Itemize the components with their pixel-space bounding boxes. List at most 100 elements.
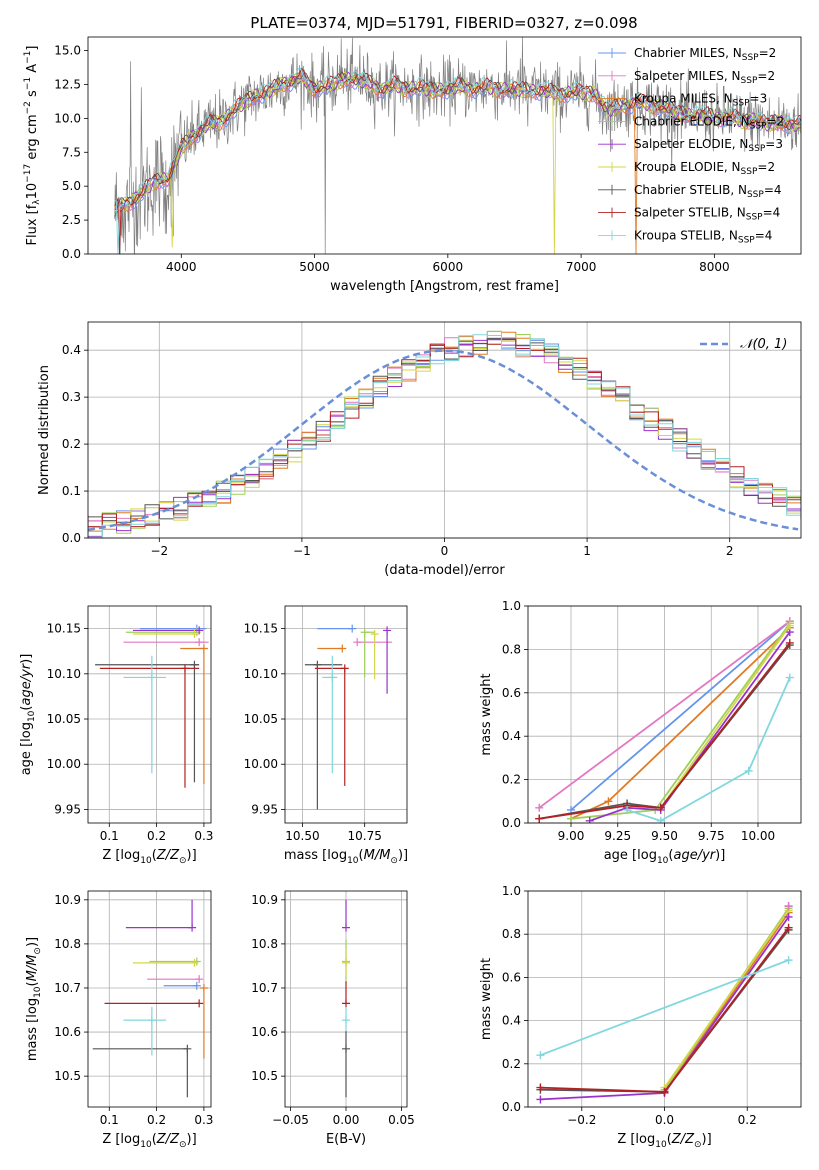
y-tick-label: 0.0 xyxy=(62,247,81,261)
data-point xyxy=(180,664,189,673)
y-tick-label: 10.7 xyxy=(54,981,81,995)
mass-weight-line xyxy=(540,959,789,1057)
data-point xyxy=(338,644,347,653)
x-tick-label: 9.00 xyxy=(558,829,585,843)
spectrum-model-line xyxy=(114,72,801,217)
x-tick-label: 9.50 xyxy=(651,829,678,843)
legend-entry: Kroupa STELIB, NSSP=4 xyxy=(634,228,772,245)
legend: Chabrier MILES, NSSP=2 Salpeter MILES, NS… xyxy=(598,46,784,245)
y-axis-label: Normed distribution xyxy=(37,365,52,495)
mass-weight-point xyxy=(784,912,793,921)
legend-entry: Chabrier MILES, NSSP=2 xyxy=(634,46,776,63)
residual-histogram-panel: −2 −1 0 1 2 0.0 0.1 0.2 0.3 0.4 (data-model)/error… xyxy=(37,321,802,578)
y-axis-label: mass weight xyxy=(479,958,494,1040)
y-tick-label: 10.6 xyxy=(251,1025,278,1039)
data-point xyxy=(340,664,349,673)
x-tick-label: 0.00 xyxy=(333,1113,360,1127)
data-point xyxy=(190,630,199,639)
y-tick-label: 10.10 xyxy=(47,667,81,681)
x-tick-label: −0.2 xyxy=(567,1113,596,1127)
data-point xyxy=(192,981,201,990)
data-point xyxy=(360,628,369,637)
y-tick-label: 0.1 xyxy=(62,484,81,498)
y-tick-label: 0.0 xyxy=(502,1100,521,1114)
mass-weight-point xyxy=(785,621,794,630)
y-tick-label: 0.0 xyxy=(502,816,521,830)
y-tick-label: 2.5 xyxy=(62,213,81,227)
x-tick-label: 0.1 xyxy=(100,829,119,843)
data-point xyxy=(199,644,208,653)
data-point xyxy=(190,958,199,967)
mass-vs-Z-panel: 0.1 0.2 0.3 10.5 10.6 10.7 10.8 10.9 Z [log10(Z/… xyxy=(25,890,213,1150)
mass-weight-point xyxy=(536,1051,545,1060)
x-tick-label: 0.0 xyxy=(655,1113,674,1127)
x-tick-label: 0.05 xyxy=(388,1113,415,1127)
mass-weight-point xyxy=(784,902,793,911)
x-axis-label: age [log10(age/yr)] xyxy=(604,848,726,866)
y-tick-label: 0.2 xyxy=(502,1057,521,1071)
x-tick-label: 10.75 xyxy=(347,829,381,843)
data-point xyxy=(383,626,392,635)
legend-entry: Chabrier STELIB, NSSP=4 xyxy=(634,183,782,200)
x-axis-label: Z [log10(Z/Z⊙)] xyxy=(102,848,196,866)
x-axis-label: mass [log10(M/M⊙)] xyxy=(284,848,408,866)
mass-vs-EBV-panel: −0.05 0.00 0.05 10.5 10.6 10.7 10.8 10.9 E(B-V) xyxy=(251,890,415,1147)
mass-weight-point xyxy=(567,814,576,823)
x-axis-label: (data-model)/error xyxy=(384,563,505,578)
mass-weight-line xyxy=(589,631,791,822)
data-point xyxy=(370,630,379,639)
mass-weight-line xyxy=(538,620,791,809)
legend-entry: Kroupa ELODIE, NSSP=2 xyxy=(634,160,775,177)
y-tick-label: 7.5 xyxy=(62,145,81,159)
axes-frame xyxy=(87,605,212,824)
mass-weight-point xyxy=(604,797,613,806)
data-point xyxy=(190,660,199,669)
axes: 0.1 0.2 0.3 9.95 10.00 10.05 10.10 10.15 Z [log1… xyxy=(19,605,213,866)
x-tick-label: 6000 xyxy=(433,260,464,274)
mass-weight-point xyxy=(623,805,632,814)
y-tick-label: 0.6 xyxy=(502,686,521,700)
y-tick-label: 10.9 xyxy=(251,893,278,907)
y-tick-label: 12.5 xyxy=(54,77,81,91)
spectrum-panel: 4000 5000 6000 7000 8000 0.0 2.5 5.0 7.5 10.0 12.5… xyxy=(23,36,802,294)
legend-entry: Kroupa MILES, NSSP=3 xyxy=(634,92,767,109)
y-tick-label: 9.95 xyxy=(54,802,81,816)
x-tick-label: 10.50 xyxy=(285,829,319,843)
figure-title: PLATE=0374, MJD=51791, FIBERID=0327, z=0… xyxy=(250,14,637,32)
x-axis-label: wavelength [Angstrom, rest frame] xyxy=(330,279,559,294)
y-tick-label: 0.0 xyxy=(62,531,81,545)
y-tick-label: 0.4 xyxy=(502,729,521,743)
y-tick-label: 0.6 xyxy=(502,970,521,984)
x-axis-label: Z [log10(Z/Z⊙)] xyxy=(102,1132,196,1150)
mass-weight-point xyxy=(536,1083,545,1092)
axes: 9.00 9.25 9.50 9.75 10.00 0.0 0.2 0.4 0.6 0.8 1.0 a… xyxy=(479,599,802,866)
y-tick-label: 10.00 xyxy=(244,757,278,771)
y-tick-label: 0.4 xyxy=(62,343,81,357)
axes-frame xyxy=(284,605,408,824)
mass-weight-line xyxy=(570,620,791,811)
x-tick-label: 4000 xyxy=(166,260,197,274)
data-point xyxy=(195,638,204,647)
mass-weight-point xyxy=(785,638,794,647)
axes: −0.2 0.0 0.2 0.0 0.2 0.4 0.6 0.8 1.0 Z [log10(Z/Z… xyxy=(479,884,802,1150)
x-tick-label: −2 xyxy=(150,544,168,558)
grid xyxy=(285,606,407,823)
x-tick-label: 8000 xyxy=(699,260,730,274)
y-tick-label: 1.0 xyxy=(502,884,521,898)
data-point xyxy=(353,638,362,647)
data-point xyxy=(342,1016,350,1025)
data-point xyxy=(199,983,208,992)
y-tick-label: 0.4 xyxy=(502,1014,521,1028)
y-tick-label: 5.0 xyxy=(62,179,81,193)
y-tick-label: 10.8 xyxy=(251,937,278,951)
data-point xyxy=(313,660,322,669)
legend-entry: Chabrier ELODIE, NSSP=2 xyxy=(634,114,784,131)
x-tick-label: 0.3 xyxy=(194,829,213,843)
y-axis-label: mass [log10(M/M⊙)] xyxy=(25,937,43,1061)
mass-weight-point xyxy=(656,816,665,823)
plot-area xyxy=(92,899,208,1098)
normal-reference-curve xyxy=(88,349,799,532)
spectrum-model-line xyxy=(114,71,801,254)
mass-weight-point xyxy=(656,803,665,812)
legend-entry: Salpeter ELODIE, NSSP=3 xyxy=(634,137,783,154)
